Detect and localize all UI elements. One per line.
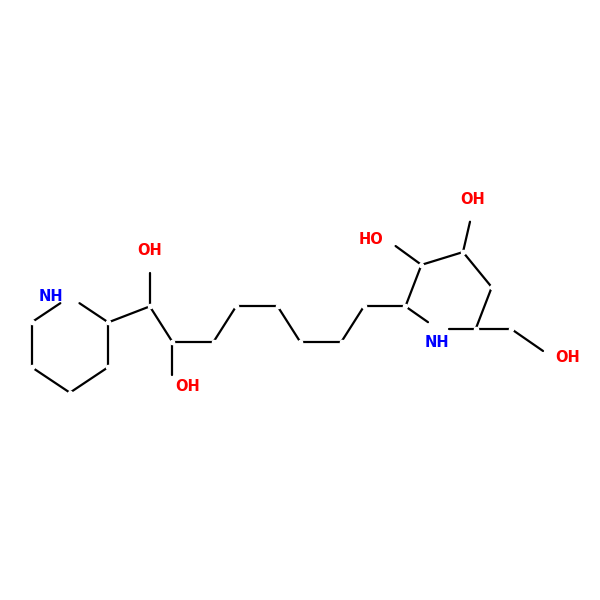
Text: NH: NH [425, 335, 450, 350]
Text: OH: OH [137, 244, 162, 259]
Text: OH: OH [175, 379, 200, 394]
Text: OH: OH [460, 193, 485, 208]
Text: HO: HO [358, 232, 383, 247]
Text: OH: OH [556, 350, 580, 365]
Text: NH: NH [39, 289, 64, 304]
